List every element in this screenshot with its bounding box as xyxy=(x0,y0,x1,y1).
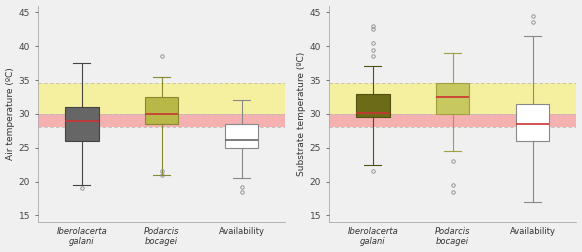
Bar xyxy=(145,97,179,124)
Bar xyxy=(356,93,389,117)
Bar xyxy=(65,107,98,141)
Bar xyxy=(38,114,285,128)
Bar xyxy=(38,83,285,114)
Bar xyxy=(329,114,576,128)
Bar xyxy=(329,83,576,114)
Bar xyxy=(225,124,258,148)
Bar xyxy=(436,83,470,114)
Y-axis label: Substrate temperature (ºC): Substrate temperature (ºC) xyxy=(297,52,306,176)
Bar xyxy=(516,104,549,141)
Y-axis label: Air temperature (ºC): Air temperature (ºC) xyxy=(6,68,15,160)
